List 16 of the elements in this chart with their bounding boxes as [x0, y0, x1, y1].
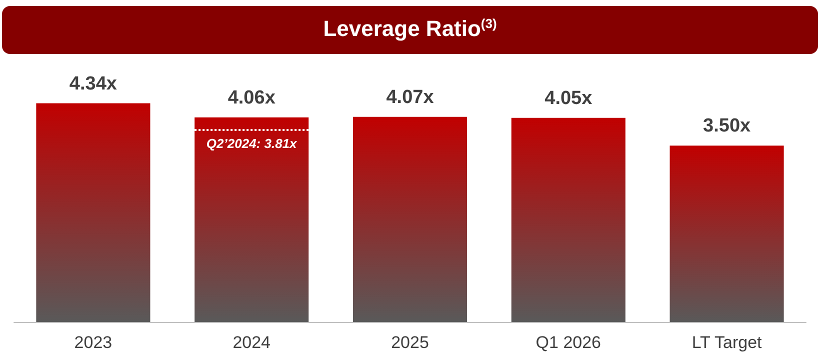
- annotation: Q2’2024: 3.81x: [206, 136, 298, 151]
- bar: [511, 118, 626, 322]
- x-tick-label: 2024: [232, 333, 271, 352]
- data-label: 4.05x: [544, 88, 593, 109]
- data-label: 3.50x: [703, 116, 752, 137]
- x-tick-label: 2023: [74, 333, 112, 352]
- data-label: 4.06x: [228, 87, 276, 108]
- data-label: 4.34x: [69, 73, 118, 94]
- x-tick-label: 2025: [391, 333, 429, 352]
- data-label: 4.07x: [386, 86, 434, 108]
- x-tick-label: LT Target: [692, 333, 762, 352]
- bar: [352, 116, 468, 322]
- x-tick-label: Q1 2026: [536, 333, 602, 352]
- bar: [36, 103, 150, 322]
- bar: [670, 146, 784, 322]
- bar: [194, 117, 309, 322]
